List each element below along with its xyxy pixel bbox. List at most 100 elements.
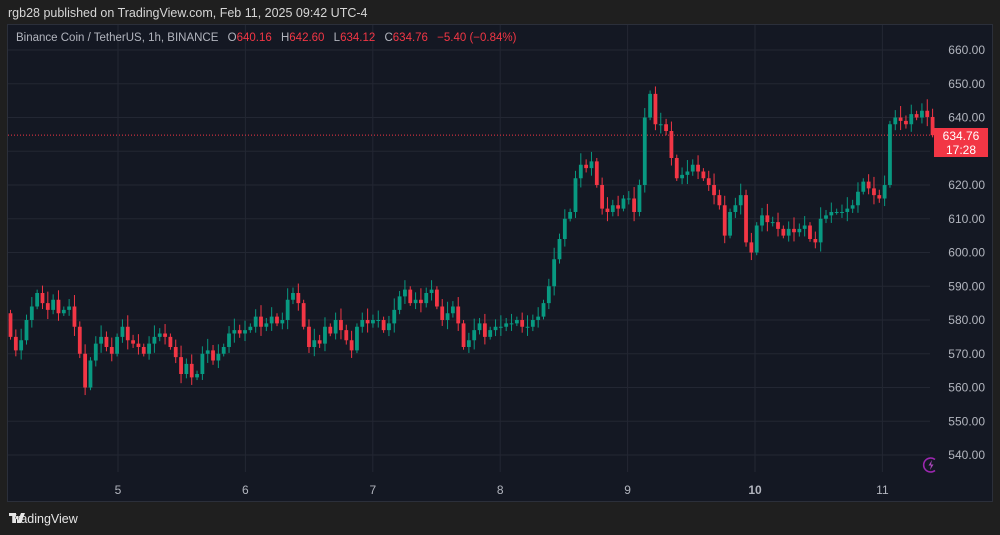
symbol-label: Binance Coin / TetherUS, 1h, BINANCE <box>16 32 219 44</box>
candle-body <box>466 340 471 347</box>
candle-body <box>205 350 210 354</box>
candle-body <box>435 289 439 307</box>
candle-body <box>898 117 903 121</box>
candle-body <box>637 185 642 212</box>
x-tick-label: 7 <box>369 483 376 497</box>
candle-body <box>285 299 290 320</box>
candle-body <box>685 171 690 175</box>
candle-body <box>829 212 834 216</box>
candle-body <box>930 116 935 136</box>
candle-body <box>29 306 34 320</box>
candle-body <box>808 225 812 239</box>
candle-body <box>72 306 77 327</box>
candle-body <box>722 205 727 236</box>
candle-body <box>141 347 146 354</box>
candle-body <box>35 293 40 307</box>
y-tick-label: 570.00 <box>948 347 985 361</box>
y-tick-label: 590.00 <box>948 279 985 293</box>
candle-body <box>56 299 61 314</box>
candle-body <box>450 306 455 314</box>
candle-body <box>381 320 386 331</box>
candle-body <box>920 110 924 118</box>
candle-body <box>173 347 178 358</box>
candle-body <box>243 330 247 334</box>
candle-body <box>498 326 503 328</box>
candle-body <box>168 336 173 347</box>
candle-body <box>307 326 311 347</box>
candle-body <box>861 181 866 192</box>
candle-body <box>83 353 88 388</box>
candle-body <box>594 161 599 185</box>
candle-body <box>701 171 706 179</box>
candle-body <box>472 330 477 341</box>
candle-body <box>339 320 343 331</box>
candle-body <box>674 158 679 179</box>
candle-body <box>514 320 519 324</box>
candle-body <box>562 218 567 239</box>
tradingview-logo[interactable]: TradingView <box>9 512 78 526</box>
close-label: C <box>384 32 393 44</box>
candle-body <box>211 350 215 361</box>
candle-body <box>552 259 557 287</box>
candle-body <box>536 316 541 320</box>
candle-body <box>642 117 647 185</box>
candle-body <box>765 215 770 223</box>
y-tick-label: 560.00 <box>948 381 985 395</box>
candle-body <box>557 239 562 260</box>
candle-body <box>696 164 700 172</box>
candle-body <box>621 198 626 209</box>
change-value: −5.40 (−0.84%) <box>437 32 517 44</box>
lightning-icon[interactable] <box>922 456 940 474</box>
candle-body <box>546 286 551 304</box>
candle-body <box>728 212 732 236</box>
candle-body <box>914 114 919 118</box>
x-tick-label: 11 <box>876 483 889 497</box>
candle-body <box>67 306 72 310</box>
candle-body <box>488 330 493 337</box>
candle-body <box>877 195 882 199</box>
candle-body <box>461 323 466 347</box>
y-tick-label: 620.00 <box>948 178 985 192</box>
candle-body <box>648 93 652 118</box>
candle-body <box>115 336 119 354</box>
candle-body <box>376 320 381 321</box>
candle-body <box>296 293 301 304</box>
candle-body <box>120 326 125 337</box>
candle-body <box>525 326 530 328</box>
x-tick-label: 5 <box>115 483 122 497</box>
candle-body <box>275 316 279 324</box>
candle-body <box>333 320 338 334</box>
candle-body <box>456 306 461 324</box>
candle-body <box>424 293 429 304</box>
candle-body <box>872 188 876 196</box>
candle-body <box>717 195 722 206</box>
candle-body <box>45 303 50 310</box>
candle-body <box>392 309 397 324</box>
candle-body <box>136 343 141 347</box>
candle-body <box>163 333 167 337</box>
candle-body <box>157 333 162 337</box>
x-tick-label: 9 <box>624 483 631 497</box>
published-info: rgb28 published on TradingView.com, Feb … <box>8 6 368 20</box>
candle-body <box>856 191 860 206</box>
tradingview-logo-icon <box>9 513 25 523</box>
candle-body <box>104 336 109 347</box>
candle-body <box>99 336 104 344</box>
high-label: H <box>280 32 290 44</box>
y-tick-label: 610.00 <box>948 212 985 226</box>
candle-body <box>317 340 322 344</box>
candle-body <box>232 330 237 334</box>
candle-body <box>291 293 295 300</box>
candle-body <box>179 357 183 374</box>
y-tick-label: 660.00 <box>948 43 985 57</box>
candle-body <box>845 208 850 212</box>
candle-body <box>125 326 130 341</box>
bar-countdown: 17:28 <box>945 143 977 157</box>
candle-body <box>504 323 509 327</box>
candle-body <box>200 353 205 374</box>
x-tick-label: 10 <box>748 483 762 497</box>
y-tick-label: 650.00 <box>948 77 985 91</box>
candle-body <box>813 239 818 243</box>
candle-body <box>403 289 407 297</box>
